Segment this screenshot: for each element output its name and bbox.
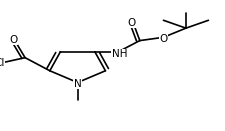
Text: NH: NH — [112, 49, 127, 59]
Text: Cl: Cl — [0, 58, 4, 68]
Text: O: O — [128, 18, 136, 28]
Text: O: O — [159, 34, 168, 44]
Text: N: N — [74, 79, 81, 89]
Text: O: O — [10, 35, 18, 45]
